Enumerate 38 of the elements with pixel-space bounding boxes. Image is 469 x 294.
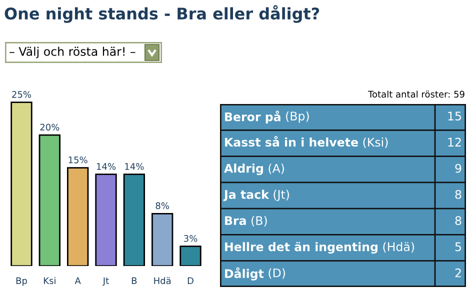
category-label: Kasst så in i helvete (Ksi) xyxy=(225,136,388,148)
category-label: Aldrig (A) xyxy=(224,164,284,176)
x-tick-label: D xyxy=(188,277,194,284)
data-label: 8 xyxy=(455,216,462,226)
text: – Välj och rösta här! – xyxy=(10,46,136,58)
category-label: Hellre det än ingenting (Hdä) xyxy=(225,242,414,254)
category-label: Ja tack (Jt) xyxy=(223,190,289,202)
chart-title: One night stands - Bra eller dåligt? xyxy=(4,5,320,23)
text: Totalt antal röster: 59 xyxy=(368,90,464,98)
x-tick-label: A xyxy=(74,277,81,284)
category-label: Beror på (Bp) xyxy=(225,110,309,124)
x-tick-label: Hdä xyxy=(154,277,171,284)
x-tick-label: Ksi xyxy=(44,277,56,284)
bar xyxy=(38,134,60,266)
category-label: Bra (B) xyxy=(225,216,267,226)
bar xyxy=(66,167,89,266)
category-label: Dåligt (D) xyxy=(225,267,285,280)
x-tick-label: Bp xyxy=(16,277,27,286)
bar xyxy=(95,174,117,266)
x-tick-label: B xyxy=(132,277,137,284)
data-label: 20% xyxy=(40,124,60,131)
data-label: 5 xyxy=(455,242,461,252)
data-label: 14% xyxy=(125,163,144,170)
data-label: 3% xyxy=(184,235,198,242)
bar xyxy=(152,212,174,266)
bar xyxy=(180,246,202,266)
data-label: 15% xyxy=(68,156,88,164)
bar xyxy=(10,102,32,266)
data-label: 12 xyxy=(448,138,461,146)
data-label: 25% xyxy=(12,91,32,98)
data-label: 8 xyxy=(455,190,462,199)
data-label: 15 xyxy=(448,112,461,120)
data-label: 14% xyxy=(96,163,116,170)
data-label: 9 xyxy=(455,164,462,173)
bar xyxy=(123,174,146,266)
data-label: 8% xyxy=(156,202,169,210)
data-label: 2 xyxy=(455,268,461,278)
x-tick-label: Jt xyxy=(102,277,109,286)
